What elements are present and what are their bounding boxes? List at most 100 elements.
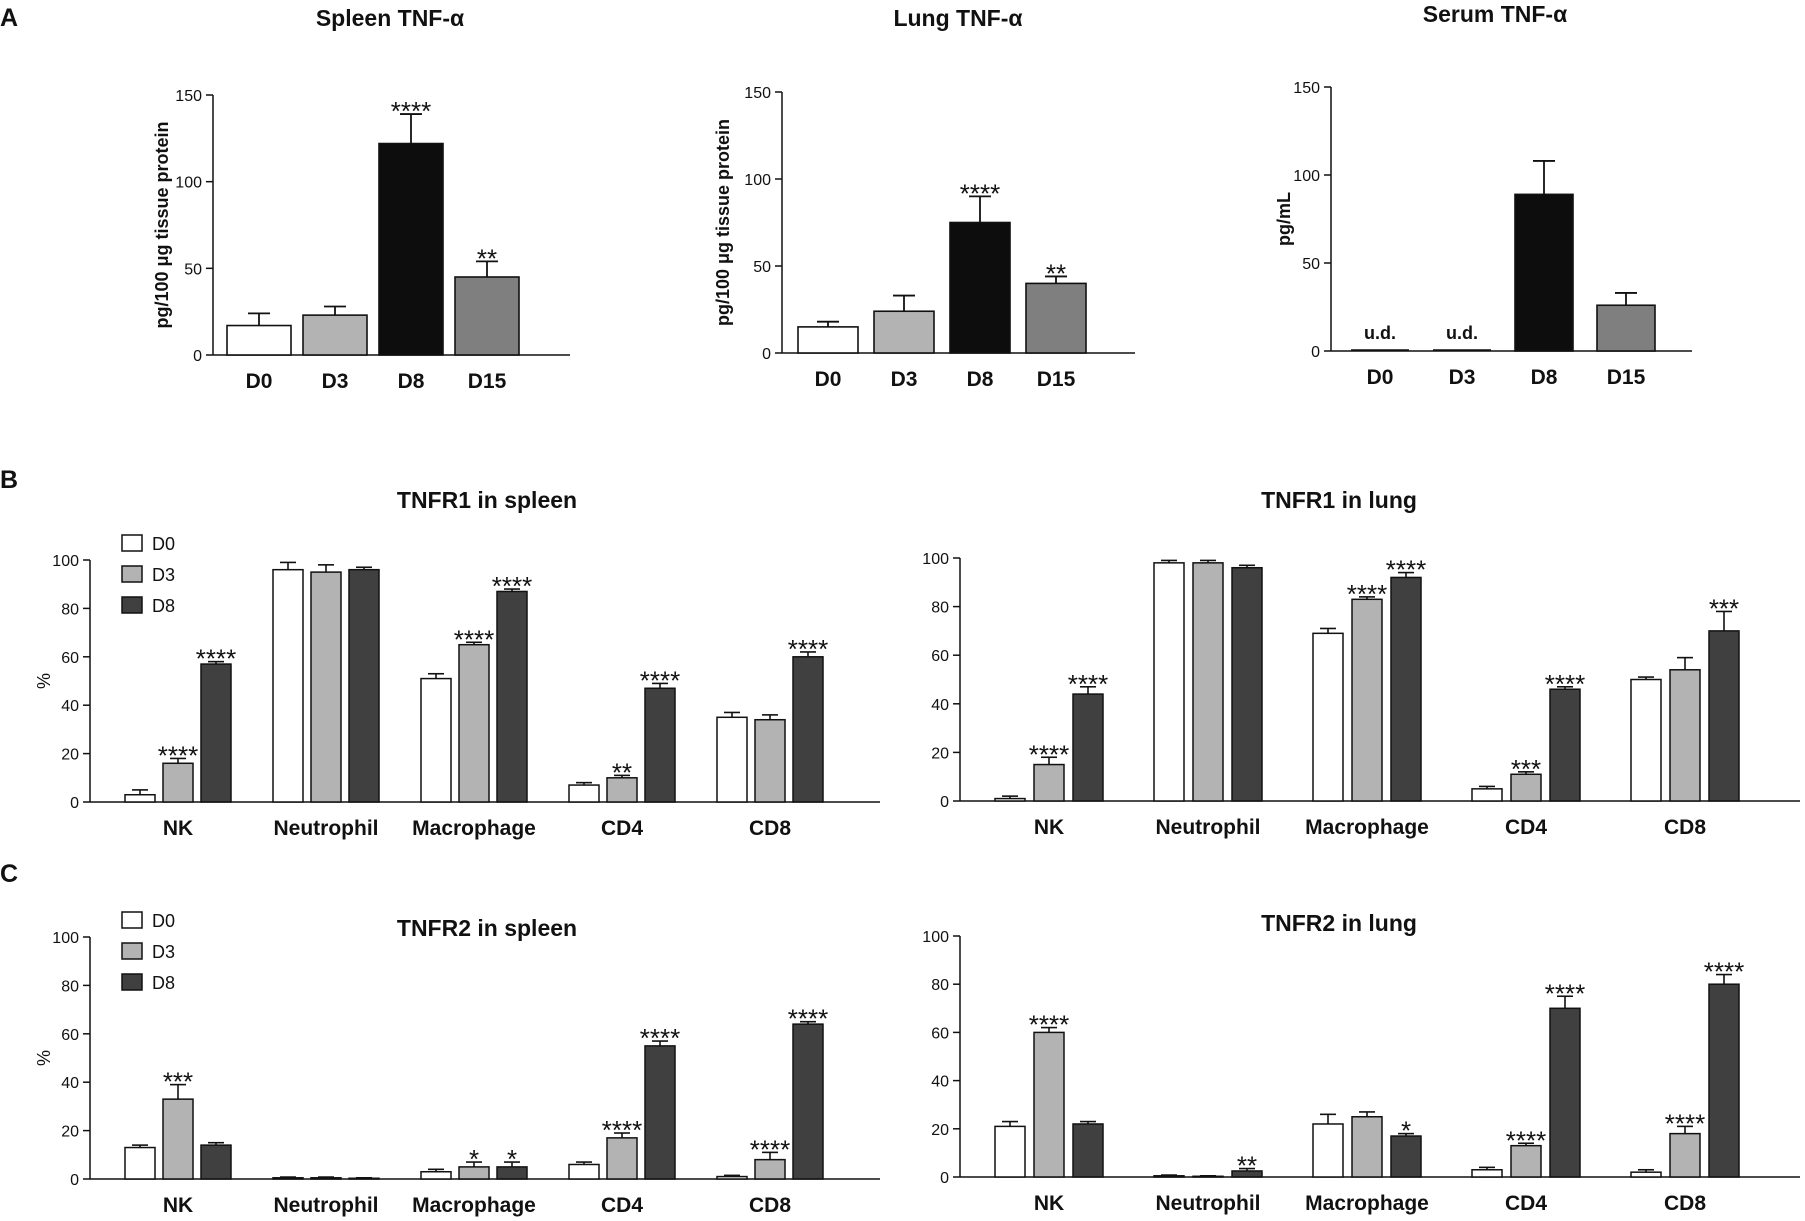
x-category-label: Macrophage	[412, 1194, 536, 1217]
x-category-label: D8	[1531, 366, 1558, 389]
x-category-label: D3	[891, 368, 918, 391]
significance-label: ****	[640, 1023, 680, 1053]
y-tick-label: 0	[940, 1170, 949, 1187]
y-axis-label: pg/100 μg tissue protein	[713, 119, 733, 326]
bar-cd4-d0	[1471, 1169, 1503, 1178]
significance-label: ****	[960, 178, 1000, 208]
chart-serum-tnfa: Serum TNF-α 0 50 100 150 pg/mL u.d. D0 u.d. D3 D8 D…	[1274, 1, 1692, 389]
y-axis-label: %	[34, 673, 54, 689]
bar-neutrophil-d0	[272, 568, 304, 803]
y-tick-label: 40	[931, 1074, 949, 1091]
bar-neutrophil-d3	[310, 1177, 342, 1180]
bar-macrophage-d3	[1351, 598, 1383, 802]
x-category-label: D8	[398, 370, 425, 393]
bar-macrophage-d0	[420, 677, 452, 803]
legend-label-d8: D8	[152, 596, 175, 616]
y-tick-label: 50	[753, 259, 771, 276]
y-tick-label: 20	[61, 1124, 79, 1141]
bar-cd8-d0	[1630, 678, 1662, 802]
legend-swatch-d8	[121, 596, 143, 614]
panel-label-a: A	[0, 4, 18, 32]
x-category-label: CD8	[749, 817, 791, 840]
x-category-label: Neutrophil	[274, 817, 379, 840]
x-category-label: D0	[246, 370, 273, 393]
significance-label: ****	[454, 624, 494, 654]
y-tick-label: 0	[70, 1172, 79, 1189]
bar-cd8-d8	[792, 1023, 824, 1180]
y-tick-label: 100	[1293, 168, 1320, 185]
bar-nk-d0	[124, 1146, 156, 1180]
significance-label: ****	[602, 1115, 642, 1145]
significance-label: ****	[788, 634, 828, 664]
y-tick-label: 150	[1293, 80, 1320, 97]
significance-label: **	[477, 243, 497, 273]
x-category-label: D0	[815, 368, 842, 391]
y-tick-label: 0	[1311, 344, 1320, 361]
bar-d15	[454, 276, 520, 356]
legend-label-d0: D0	[152, 534, 175, 554]
x-category-label: Macrophage	[412, 817, 536, 840]
x-category-label: D15	[468, 370, 507, 393]
x-category-label: D3	[1449, 366, 1476, 389]
significance-label: ***	[1709, 593, 1739, 623]
x-category-label: CD8	[1664, 1192, 1706, 1215]
significance-label: ****	[158, 740, 198, 770]
bar-cd4-d3	[1510, 1144, 1542, 1178]
legend-label-d3: D3	[152, 565, 175, 585]
y-tick-label: 100	[922, 929, 949, 946]
bar-neutrophil-d0	[272, 1177, 304, 1180]
significance-label: ****	[1029, 739, 1069, 769]
y-tick-label: 80	[61, 601, 79, 618]
x-category-label: CD4	[601, 817, 643, 840]
bar-cd4-d8	[644, 687, 676, 803]
bar-macrophage-d0	[420, 1170, 452, 1180]
bar-neutrophil-d8	[1231, 566, 1263, 802]
bar-macrophage-d0	[1312, 632, 1344, 802]
y-tick-label: 150	[744, 85, 771, 102]
significance-label: ****	[1029, 1010, 1069, 1040]
chart-lung-tnfa: Lung TNF-α 0 50 100 150 pg/100 μg tissue prot…	[713, 5, 1135, 391]
bar-d3	[302, 314, 368, 356]
chart-tnfr2-lung: TNFR2 in lung 0 20 40 60 80 100 **** NK ** Neutrop…	[922, 910, 1800, 1215]
bar-cd8-d8	[792, 656, 824, 803]
y-tick-label: 20	[61, 747, 79, 764]
significance-label: ****	[1665, 1108, 1705, 1138]
significance-label: **	[1237, 1151, 1257, 1181]
significance-label: ****	[196, 644, 236, 674]
significance-label: ****	[1704, 957, 1744, 987]
legend-label-d3: D3	[152, 942, 175, 962]
chart-title: Lung TNF-α	[893, 5, 1022, 31]
y-tick-label: 20	[931, 1122, 949, 1139]
significance-label: ****	[1068, 669, 1108, 699]
y-tick-label: 60	[61, 1027, 79, 1044]
significance-label: ****	[1506, 1125, 1546, 1155]
bar-nk-d3	[1033, 1031, 1065, 1178]
x-category-label: D15	[1607, 366, 1646, 389]
bar-d0	[797, 326, 859, 354]
x-category-label: D3	[322, 370, 349, 393]
y-tick-label: 100	[52, 930, 79, 947]
bar-cd4-d3	[606, 777, 638, 803]
bar-cd8-d3	[754, 718, 786, 803]
bar-d15	[1596, 304, 1656, 352]
bar-cd4-d0	[1471, 788, 1503, 802]
x-category-label: Neutrophil	[274, 1194, 379, 1217]
x-category-label: D15	[1037, 368, 1076, 391]
y-tick-label: 50	[184, 261, 202, 278]
x-category-label: NK	[163, 817, 193, 840]
y-tick-label: 40	[61, 698, 79, 715]
y-tick-label: 0	[193, 348, 202, 365]
significance-label: ****	[1347, 579, 1387, 609]
significance-label: **	[1046, 258, 1066, 288]
significance-label: ***	[163, 1067, 193, 1097]
x-category-label: CD4	[1505, 816, 1547, 839]
bar-nk-d8	[200, 663, 232, 803]
bar-cd8-d8	[1708, 983, 1740, 1178]
x-category-label: Neutrophil	[1156, 816, 1261, 839]
y-tick-label: 150	[175, 88, 202, 105]
significance-label: ****	[750, 1134, 790, 1164]
bar-cd4-d0	[568, 784, 600, 803]
y-tick-label: 0	[70, 795, 79, 812]
